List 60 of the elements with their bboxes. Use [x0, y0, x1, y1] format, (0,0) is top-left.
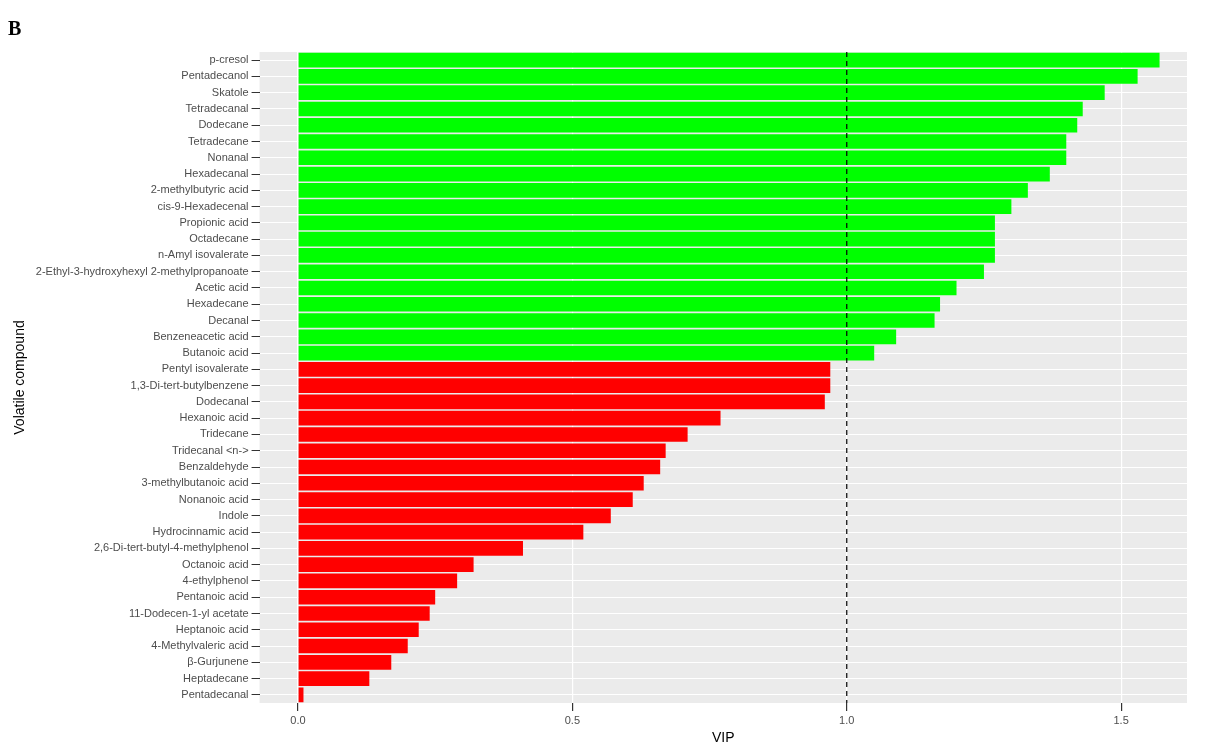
- y-tick-label: Pentadecanal: [181, 687, 249, 700]
- y-tick-label: Decanal: [208, 313, 249, 326]
- y-tick-label: Hexanoic acid: [179, 411, 249, 424]
- y-tick-label: Butanoic acid: [182, 346, 249, 359]
- y-tick-label: Tetradecanal: [185, 101, 249, 114]
- y-tick-label: n-Amyl isovalerate: [158, 248, 249, 261]
- y-tick-label: Indole: [218, 508, 249, 521]
- text: B: [8, 17, 22, 40]
- y-tick-label: Heptadecane: [183, 671, 249, 684]
- bar: [298, 280, 957, 296]
- y-tick-label: 2-methylbutyric acid: [150, 183, 249, 196]
- y-tick-label: 4-Methylvaleric acid: [151, 639, 249, 652]
- y-tick-label: Octadecane: [189, 232, 249, 245]
- y-tick-label: Pentadecanol: [181, 69, 249, 82]
- x-axis-title: VIP: [712, 729, 735, 746]
- x-tick-label: 1.5: [1113, 713, 1129, 726]
- y-tick-label: 11-Dodecen-1-yl acetate: [128, 606, 249, 619]
- y-tick-label: β-Gurjunene: [187, 655, 249, 668]
- y-tick-label: 1,3-Di-tert-butylbenzene: [130, 378, 249, 391]
- y-tick-label: Nonanal: [207, 150, 249, 163]
- y-tick-label: Benzaldehyde: [178, 460, 249, 473]
- y-tick-label: Tridecane: [200, 427, 249, 440]
- bar: [298, 573, 458, 589]
- y-tick-label: 2,6-Di-tert-butyl-4-methylphenol: [93, 541, 249, 554]
- y-tick-label: Tridecanal <n->: [171, 443, 249, 456]
- y-tick-label: Octanoic acid: [181, 557, 249, 570]
- y-tick-label: Pentyl isovalerate: [161, 362, 249, 375]
- y-tick-label: Benzeneacetic acid: [153, 329, 249, 342]
- y-tick-label: Hydrocinnamic acid: [152, 525, 249, 538]
- bar: [298, 459, 661, 475]
- y-tick-label: p-cresol: [209, 53, 249, 66]
- x-tick-label: 0.0: [290, 713, 306, 726]
- y-tick-label: Tetradecane: [188, 134, 249, 147]
- bar: [298, 524, 584, 540]
- bar: [298, 638, 408, 654]
- bar: [298, 101, 1083, 117]
- bar: [298, 231, 995, 247]
- bar: [298, 508, 611, 524]
- y-tick-label: Hexadecanal: [184, 167, 249, 180]
- bar: [298, 215, 995, 231]
- x-tick-label: 0.5: [564, 713, 581, 726]
- bar: [298, 166, 1050, 182]
- y-tick-label: Propionic acid: [179, 215, 249, 228]
- y-tick-label: Nonanoic acid: [178, 492, 249, 505]
- y-tick-label: Dodecanal: [195, 394, 249, 407]
- x-tick-label: 1.0: [839, 713, 855, 726]
- y-tick-label: 2-Ethyl-3-hydroxyhexyl 2-methylpropanoate: [35, 264, 249, 277]
- y-tick-label: Dodecane: [198, 118, 249, 131]
- bar: [298, 52, 1160, 68]
- bar: [298, 394, 825, 410]
- y-tick-label: Skatole: [211, 85, 249, 98]
- y-tick-label: 3-methylbutanoic acid: [141, 476, 249, 489]
- y-tick-label: cis-9-Hexadecenal: [157, 199, 249, 212]
- y-tick-label: Pentanoic acid: [176, 590, 249, 603]
- bar: [298, 345, 875, 361]
- y-tick-label: Acetic acid: [195, 281, 249, 294]
- y-tick-label: Heptanoic acid: [175, 622, 249, 635]
- y-axis-title: Volatile compound: [11, 320, 28, 435]
- y-tick-label: 4-ethylphenol: [182, 573, 249, 586]
- y-tick-label: Hexadecane: [186, 297, 249, 310]
